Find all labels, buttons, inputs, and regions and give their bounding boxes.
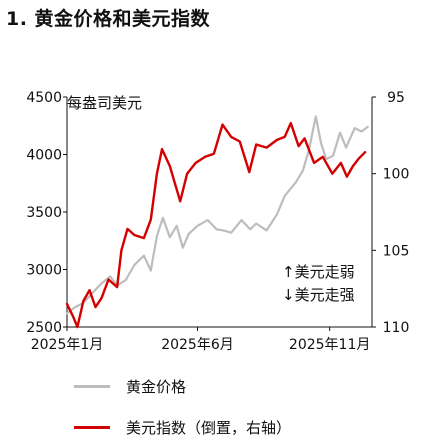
left-tick-label: 3500 [26,205,62,221]
legend-gold-swatch [74,385,110,388]
x-axis-ticks: 2025年1月 2025年6月 2025年11月 [31,327,370,353]
x-tick-label: 2025年6月 [161,337,234,353]
left-tick-label: 2500 [26,320,62,336]
left-axis-unit-label: 每盎司美元 [67,94,142,112]
left-tick-label: 4500 [26,90,62,106]
x-tick-label: 2025年1月 [31,337,104,353]
x-tick-label: 2025年11月 [289,337,370,353]
right-tick-label: 105 [383,243,410,259]
chart-title: 1. 黄金价格和美元指数 [6,8,211,30]
direction-note-up: ↑美元走弱 [282,263,355,281]
right-tick-label: 100 [383,167,410,183]
legend-usd-swatch [74,426,110,429]
legend-gold-label: 黄金价格 [126,378,187,396]
series-layer [65,115,369,329]
left-tick-label: 3000 [26,263,62,279]
gold-price-line [65,115,369,315]
direction-note-down: ↓美元走强 [282,286,355,304]
right-axis-ticks: 95 100 105 110 [372,90,409,336]
usd-index-line [65,121,367,329]
left-tick-label: 4000 [26,148,62,164]
left-axis-ticks: 4500 4000 3500 3000 2500 [26,90,67,336]
right-tick-label: 95 [387,90,405,106]
right-tick-label: 110 [383,320,410,336]
legend-usd-label: 美元指数（倒置，右轴） [126,419,292,437]
